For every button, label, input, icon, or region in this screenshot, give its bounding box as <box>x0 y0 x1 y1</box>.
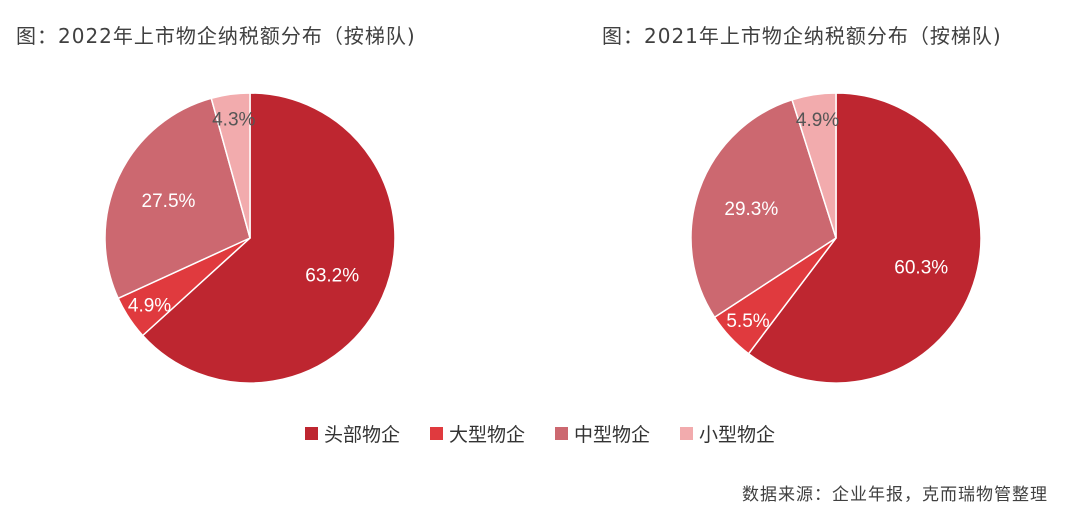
pie-slice-head <box>141 92 396 384</box>
legend-item-head: 头部物企 <box>304 420 400 447</box>
pie-label-large: 4.9% <box>128 295 171 316</box>
legend-item-large: 大型物企 <box>429 420 525 447</box>
pie-label-large: 5.5% <box>726 311 769 332</box>
pie-slice-medium <box>690 98 837 319</box>
data-source-note: 数据来源：企业年报，克而瑞物管整理 <box>742 485 1048 505</box>
legend-swatch-medium <box>555 427 568 440</box>
legend-swatch-head <box>304 427 318 440</box>
chart-title-2022: 图：2022年上市物企纳税额分布（按梯队) <box>16 24 416 48</box>
pie-slice-small <box>791 92 837 239</box>
legend-label-medium: 中型物企 <box>574 424 651 446</box>
pie-slice-medium <box>104 97 251 300</box>
legend: 头部物企 大型物企 中型物企 小型物企 <box>0 420 1080 447</box>
pie-label-medium: 29.3% <box>724 199 778 220</box>
legend-label-head: 头部物企 <box>323 424 400 446</box>
legend-swatch-large <box>429 427 443 440</box>
pie-slice-head <box>747 92 982 384</box>
pie-label-head: 63.2% <box>305 265 359 286</box>
legend-swatch-small <box>680 427 694 440</box>
legend-label-small: 小型物企 <box>699 424 776 446</box>
legend-label-large: 大型物企 <box>448 424 525 446</box>
legend-item-medium: 中型物企 <box>555 420 650 447</box>
chart-title-2021: 图：2021年上市物企纳税额分布（按梯队) <box>602 24 1002 48</box>
pie-label-medium: 27.5% <box>142 191 196 212</box>
pie-chart-2021: 60.3% 5.5% 29.3% 4.9% <box>690 92 982 384</box>
pie-slice-small <box>210 92 251 239</box>
pie-chart-2022: 63.2% 4.9% 27.5% 4.3% <box>104 92 396 384</box>
pie-label-small: 4.9% <box>796 110 839 131</box>
pie-label-small: 4.3% <box>212 110 255 131</box>
legend-item-small: 小型物企 <box>680 420 775 447</box>
pie-label-head: 60.3% <box>894 258 948 279</box>
